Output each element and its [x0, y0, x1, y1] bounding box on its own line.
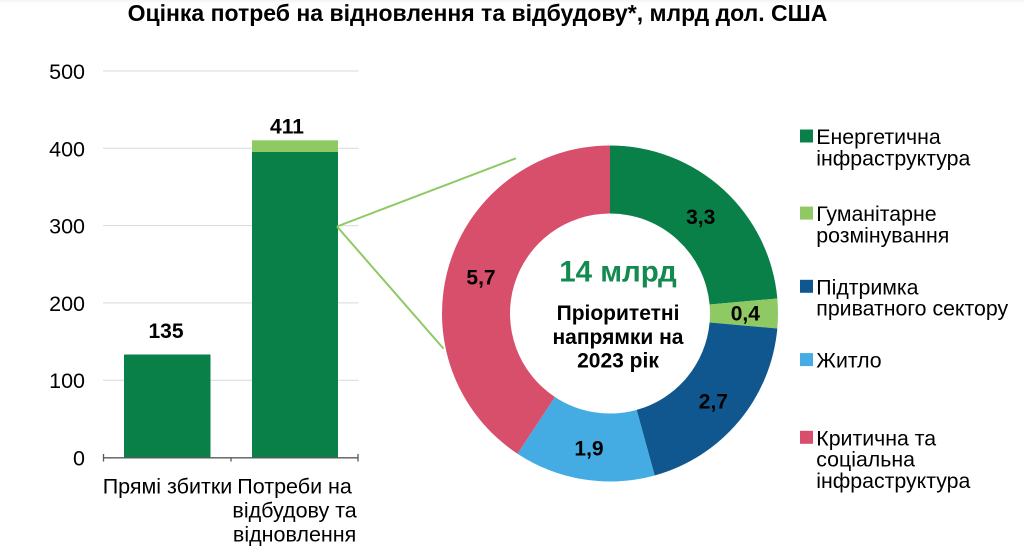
svg-text:Пріоритетні: Пріоритетні	[557, 302, 680, 325]
svg-text:1,9: 1,9	[574, 438, 603, 461]
svg-text:приватного сектору: приватного сектору	[816, 297, 1008, 321]
svg-text:2023 рік: 2023 рік	[577, 350, 659, 373]
svg-text:411: 411	[270, 115, 304, 138]
svg-text:500: 500	[49, 60, 85, 84]
svg-text:200: 200	[49, 292, 85, 316]
svg-text:інфраструктура: інфраструктура	[816, 146, 970, 170]
svg-text:Енергетична: Енергетична	[816, 125, 941, 149]
svg-text:5,7: 5,7	[466, 267, 495, 290]
svg-text:Прямі збитки: Прямі збитки	[103, 474, 233, 498]
svg-text:відбудову та: відбудову та	[232, 498, 356, 522]
svg-text:Оцінка потреб на відновлення т: Оцінка потреб на відновлення та відбудов…	[128, 0, 828, 26]
svg-text:135: 135	[148, 320, 183, 343]
svg-text:Гуманітарне: Гуманітарне	[816, 202, 936, 226]
svg-text:Критична та: Критична та	[816, 426, 936, 450]
svg-text:Потреби на: Потреби на	[237, 474, 352, 498]
svg-text:400: 400	[49, 137, 85, 161]
svg-text:соціальна: соціальна	[816, 448, 915, 472]
svg-text:напрямки на: напрямки на	[552, 326, 683, 349]
svg-text:300: 300	[49, 215, 85, 239]
svg-text:100: 100	[49, 369, 85, 393]
svg-text:14 млрд: 14 млрд	[559, 256, 677, 289]
svg-text:Житло: Житло	[816, 349, 881, 373]
svg-text:0: 0	[73, 447, 85, 471]
svg-text:2,7: 2,7	[699, 390, 728, 413]
svg-text:0,4: 0,4	[731, 302, 761, 325]
svg-text:розмінування: розмінування	[816, 224, 949, 248]
svg-text:відновлення: відновлення	[233, 522, 356, 546]
svg-text:3,3: 3,3	[686, 206, 715, 229]
svg-text:інфраструктура: інфраструктура	[816, 469, 970, 493]
svg-text:Підтримка: Підтримка	[816, 275, 918, 299]
